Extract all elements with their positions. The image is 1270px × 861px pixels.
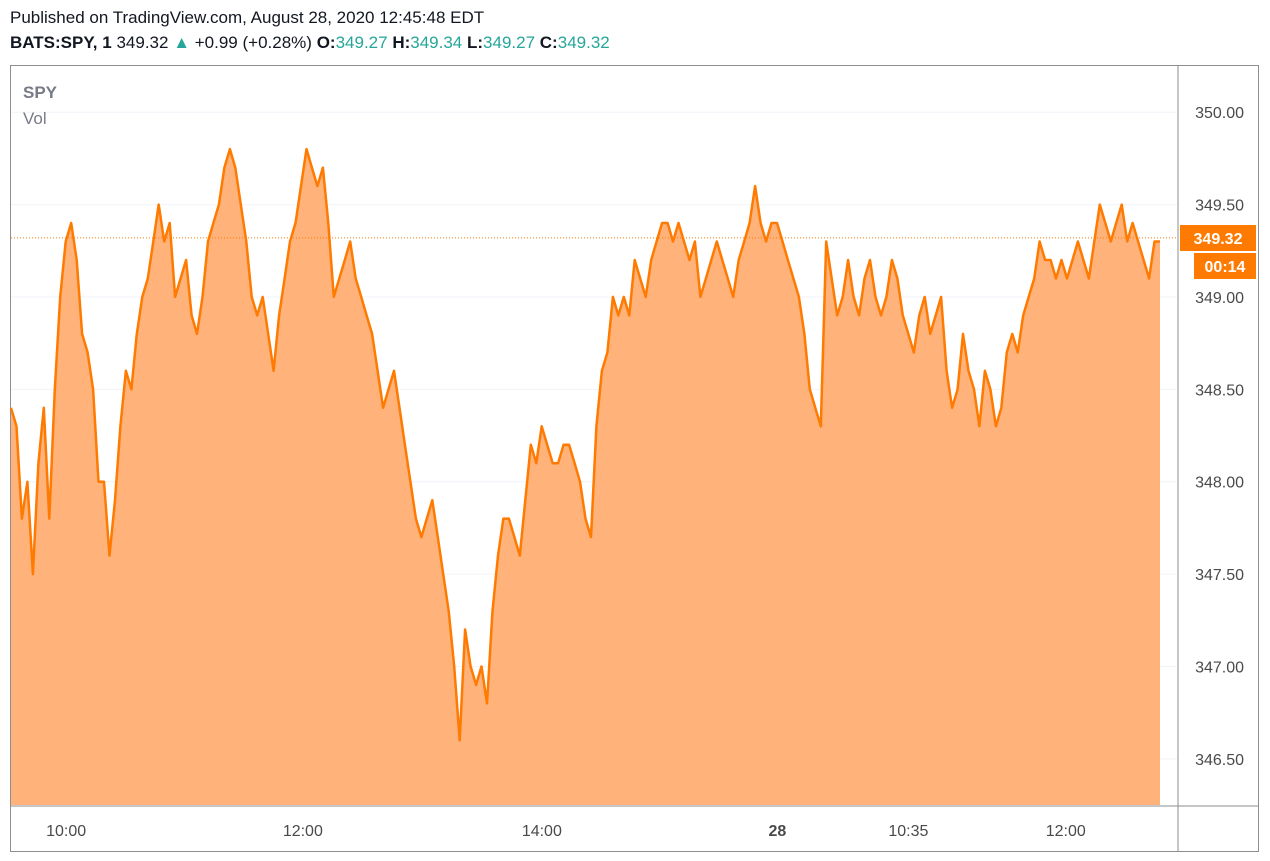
chart-frame[interactable] — [10, 65, 1259, 852]
price-line — [9, 147, 1160, 742]
legend-volume: Vol — [23, 109, 47, 128]
close-value: 349.32 — [557, 33, 610, 52]
y-tick-label: 349.50 — [1195, 198, 1244, 215]
y-tick-label: 348.50 — [1195, 382, 1244, 399]
price-change: +0.99 (+0.28%) — [194, 33, 312, 52]
ohlc-legend: BATS:SPY, 1 349.32 ▲ +0.99 (+0.28%) O:34… — [10, 33, 610, 53]
y-tick-label: 350.00 — [1195, 105, 1244, 122]
legend-symbol: SPY — [23, 83, 58, 102]
open-label: O: — [316, 33, 336, 52]
price-tag: 349.32 00:14 — [1180, 225, 1256, 279]
last-price: 349.32 — [116, 33, 169, 52]
x-tick-label: 28 — [768, 823, 786, 840]
series-legend: SPY Vol — [23, 80, 57, 132]
symbol-label: BATS:SPY, 1 — [10, 33, 112, 52]
y-tick-label: 349.00 — [1195, 290, 1244, 307]
y-tick-label: 347.50 — [1195, 567, 1244, 584]
y-tick-label: 347.00 — [1195, 659, 1244, 676]
countdown-value: 00:14 — [1205, 259, 1246, 276]
price-tag-box — [1180, 225, 1256, 251]
high-value: 349.34 — [410, 33, 463, 52]
x-tick-label: 12:00 — [283, 823, 323, 840]
x-tick-label: 10:00 — [46, 823, 86, 840]
x-tick-label: 12:00 — [1046, 823, 1086, 840]
price-area — [11, 149, 1160, 806]
up-arrow-icon: ▲ — [173, 33, 191, 52]
time-axis-labels: 10:00 12:00 14:00 28 10:35 12:00 — [46, 823, 1086, 840]
countdown-box — [1194, 253, 1256, 279]
x-tick-label: 10:35 — [888, 823, 928, 840]
price-tag-value: 349.32 — [1194, 231, 1243, 248]
y-tick-label: 348.00 — [1195, 475, 1244, 492]
low-value: 349.27 — [483, 33, 536, 52]
open-value: 349.27 — [335, 33, 388, 52]
low-label: L: — [467, 33, 484, 52]
x-tick-label: 14:00 — [522, 823, 562, 840]
published-line: Published on TradingView.com, August 28,… — [10, 8, 485, 27]
y-tick-label: 346.50 — [1195, 752, 1244, 769]
close-label: C: — [539, 33, 558, 52]
high-label: H: — [392, 33, 411, 52]
price-axis-labels: 346.50 347.00 347.50 348.00 348.50 349.00 349.… — [1195, 105, 1244, 769]
